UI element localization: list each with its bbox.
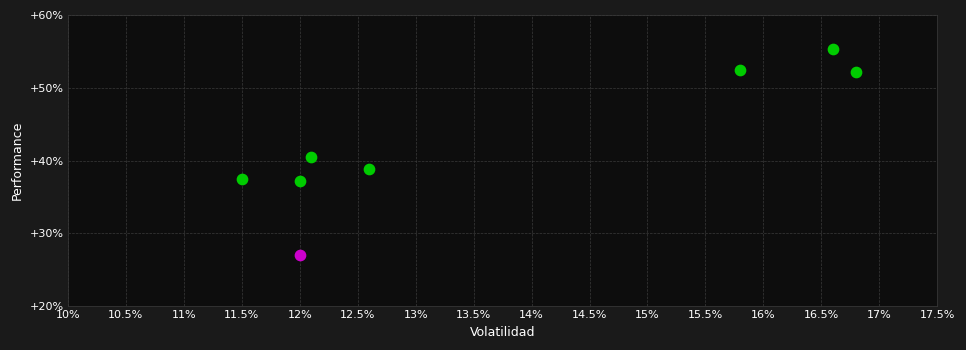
Point <box>848 69 864 75</box>
Y-axis label: Performance: Performance <box>12 121 24 200</box>
Point <box>732 68 748 73</box>
Point <box>303 154 319 160</box>
X-axis label: Volatilidad: Volatilidad <box>469 326 535 339</box>
Point <box>234 176 249 182</box>
Point <box>825 47 840 52</box>
Point <box>292 252 307 258</box>
Point <box>292 178 307 184</box>
Point <box>361 167 377 172</box>
